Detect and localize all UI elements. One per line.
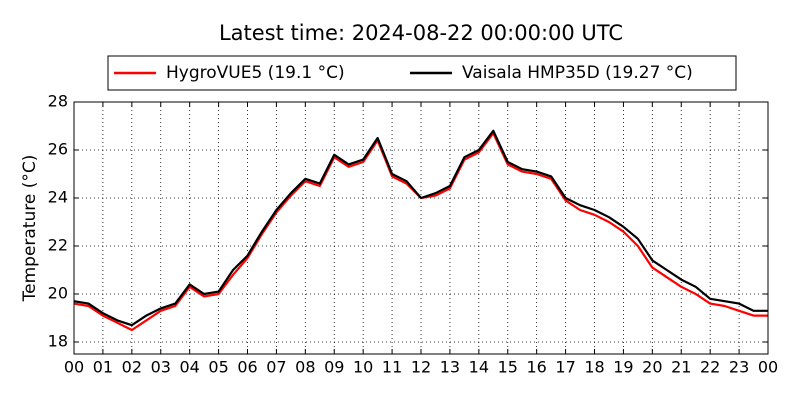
- x-tick-label: 14: [469, 358, 489, 377]
- line-series: [73, 129, 768, 327]
- y-tick-label: 18: [48, 332, 68, 351]
- legend-label: Vaisala HMP35D (19.27 °C): [462, 63, 693, 83]
- x-tick-label: 01: [93, 358, 113, 377]
- y-tick-label: 24: [48, 188, 68, 207]
- y-axis-label: Temperature (°C): [20, 155, 40, 303]
- x-tick-label: 08: [295, 358, 315, 377]
- x-tick-label: 10: [353, 358, 373, 377]
- x-tick-label: 11: [382, 358, 402, 377]
- x-tick-label: 20: [642, 358, 662, 377]
- chart-title: Latest time: 2024-08-22 00:00:00 UTC: [219, 21, 623, 45]
- y-tick-label: 28: [48, 92, 68, 111]
- x-tick-label: 12: [411, 358, 431, 377]
- y-tick-label: 22: [48, 236, 68, 255]
- plot-frame: [73, 101, 769, 355]
- x-tick-label: 02: [122, 358, 142, 377]
- x-tick-label: 05: [208, 358, 228, 377]
- x-tick-label: 18: [584, 358, 604, 377]
- x-tick-label: 22: [700, 358, 720, 377]
- x-tick-label: 00: [64, 358, 84, 377]
- x-tick-label: 17: [555, 358, 575, 377]
- x-tick-label: 03: [151, 358, 171, 377]
- x-tick-label: 15: [498, 358, 518, 377]
- x-tick-label: 21: [671, 358, 691, 377]
- y-tick-label: 20: [48, 284, 68, 303]
- x-tick-label: 04: [179, 358, 199, 377]
- x-tick-label: 09: [324, 358, 344, 377]
- x-tick-label: 23: [729, 358, 749, 377]
- x-tick-label: 19: [613, 358, 633, 377]
- y-tick-label: 26: [48, 140, 68, 159]
- x-tick-label: 06: [237, 358, 257, 377]
- x-tick-label: 16: [526, 358, 546, 377]
- x-tick-label: 07: [266, 358, 286, 377]
- x-tick-label: 00: [758, 358, 778, 377]
- legend-label: HygroVUE5 (19.1 °C): [166, 63, 345, 83]
- x-tick-label: 13: [440, 358, 460, 377]
